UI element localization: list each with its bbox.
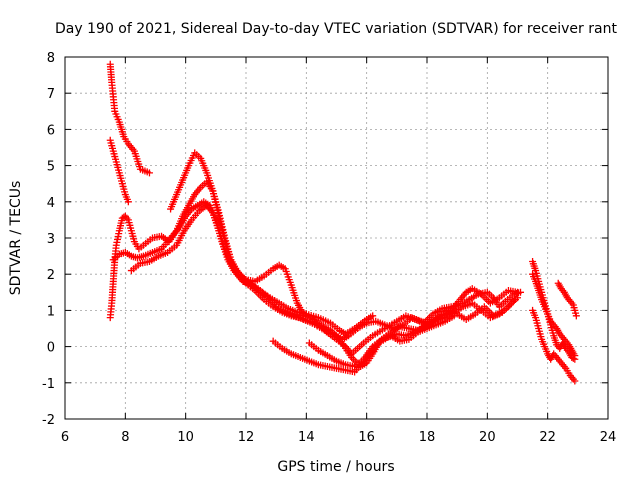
x-tick-label: 24 [600,430,617,445]
x-tick-label: 20 [479,430,496,445]
y-tick-label: -2 [42,413,55,428]
y-tick-label: 8 [47,51,55,66]
data-point-track-12 [572,312,580,320]
y-tick-label: 6 [47,123,55,138]
y-tick-label: 4 [47,196,55,211]
y-axis-label: SDTVAR / TECUs [8,181,24,296]
x-tick-label: 18 [419,430,436,445]
x-tick-label: 8 [121,430,129,445]
x-tick-label: 6 [61,430,69,445]
data-point-track-11 [571,352,579,360]
y-tick-label: 5 [47,160,55,175]
y-tick-label: 0 [47,341,55,356]
y-tick-label: -1 [42,377,55,392]
data-point-track-8 [450,312,458,320]
data-point-track-1 [145,169,153,177]
data-point-track-2 [124,198,132,206]
chart-title: Day 190 of 2021, Sidereal Day-to-day VTE… [55,21,617,37]
x-tick-label: 10 [177,430,194,445]
x-tick-label: 14 [298,430,315,445]
y-tick-label: 7 [47,87,55,102]
data-point-track-7 [510,296,518,304]
grid-lines [65,57,608,419]
x-axis-label: GPS time / hours [277,459,394,475]
data-point-track-3 [120,213,128,221]
x-tick-label: 12 [238,430,255,445]
y-tick-label: 3 [47,232,55,247]
data-point-track-10 [571,377,579,385]
data-points [106,60,580,385]
x-tick-label: 22 [539,430,556,445]
data-point-track-3 [369,312,377,320]
x-tick-label: 16 [358,430,375,445]
y-tick-label: 2 [47,268,55,283]
y-tick-label: 1 [47,304,55,319]
